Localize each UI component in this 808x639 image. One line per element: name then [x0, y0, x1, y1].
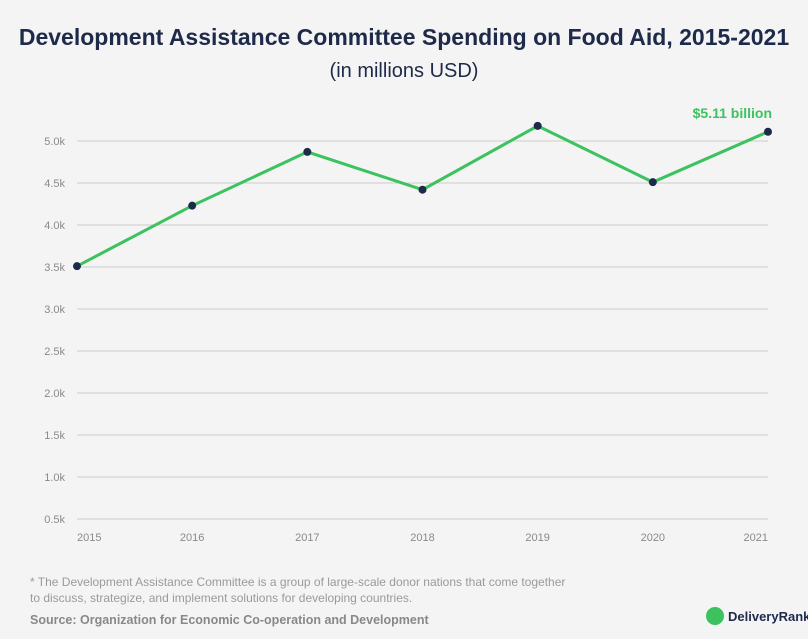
data-point	[764, 127, 772, 136]
data-point	[73, 262, 81, 271]
y-tick-label: 2.0k	[44, 388, 65, 400]
y-tick-label: 2.5k	[44, 346, 65, 358]
data-point	[533, 121, 542, 130]
annotation-label: $5.11 billion	[693, 105, 772, 121]
y-tick-label: 1.0k	[44, 472, 65, 484]
logo-text: DeliveryRank	[728, 608, 808, 624]
chart-title: Development Assistance Committee Spendin…	[18, 24, 790, 50]
y-tick-label: 3.0k	[44, 304, 65, 316]
source-text: Source: Organization for Economic Co-ope…	[30, 613, 429, 627]
y-tick-label: 4.5k	[44, 178, 65, 190]
x-tick-label: 2015	[77, 532, 101, 544]
x-tick-label: 2021	[744, 532, 768, 544]
chart-subtitle: (in millions USD)	[329, 60, 479, 82]
data-point	[648, 178, 657, 187]
footnote: * The Development Assistance Committee i…	[30, 575, 566, 605]
y-tick-label: 4.0k	[44, 220, 65, 232]
y-tick-label: 3.5k	[44, 262, 65, 274]
logo-icon	[706, 607, 724, 625]
data-point	[303, 147, 312, 156]
y-tick-label: 1.5k	[44, 430, 65, 442]
x-tick-label: 2020	[641, 532, 665, 544]
x-tick-label: 2019	[525, 532, 549, 544]
data-point	[418, 185, 427, 194]
y-tick-label: 5.0k	[44, 136, 65, 148]
data-point	[188, 201, 197, 210]
deliveryrank-logo: DeliveryRank	[706, 607, 808, 625]
y-tick-label: 0.5k	[44, 514, 65, 526]
x-tick-label: 2018	[410, 532, 434, 544]
series-line	[76, 124, 769, 268]
x-tick-label: 2017	[295, 532, 319, 544]
x-tick-label: 2016	[180, 532, 204, 544]
